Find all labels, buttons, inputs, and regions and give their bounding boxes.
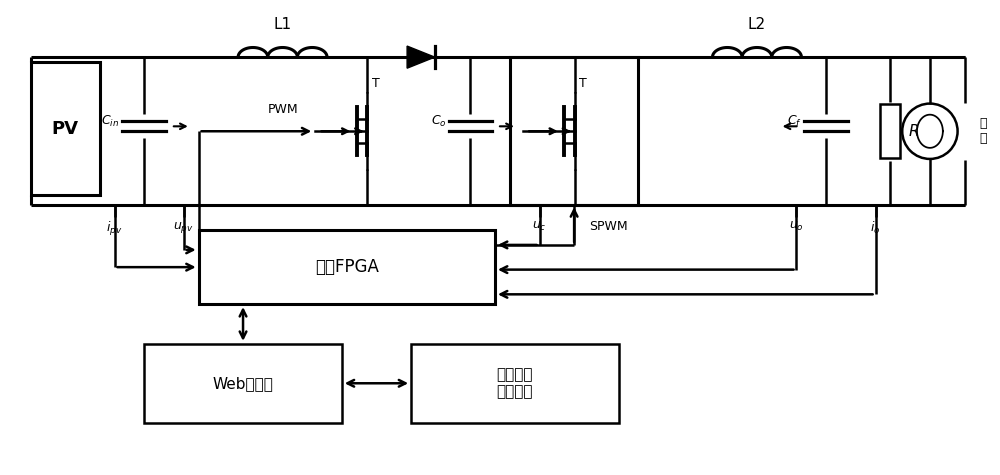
Text: 电
网: 电 网 xyxy=(979,117,987,145)
Bar xyxy=(31,62,100,196)
Text: $u_o$: $u_o$ xyxy=(789,220,804,233)
Bar xyxy=(199,230,495,304)
Text: 计算机或
移动终端: 计算机或 移动终端 xyxy=(497,367,533,399)
Text: PV: PV xyxy=(52,120,79,138)
Text: $i_{pv}$: $i_{pv}$ xyxy=(106,220,123,238)
Bar xyxy=(510,57,638,205)
Text: $C_o$: $C_o$ xyxy=(431,114,447,129)
Text: 双核FPGA: 双核FPGA xyxy=(315,258,379,276)
Text: PWM: PWM xyxy=(267,104,298,116)
Text: Web服务器: Web服务器 xyxy=(213,376,273,391)
Text: $C_{in}$: $C_{in}$ xyxy=(101,114,119,129)
Text: L1: L1 xyxy=(274,18,292,32)
Text: T: T xyxy=(579,77,587,90)
Text: $i_o$: $i_o$ xyxy=(870,220,881,236)
Bar xyxy=(411,344,619,423)
Text: SPWM: SPWM xyxy=(589,220,628,233)
Text: $u_c$: $u_c$ xyxy=(532,220,547,233)
Bar xyxy=(144,344,342,423)
Text: $C_f$: $C_f$ xyxy=(787,114,802,129)
Text: $u_{pv}$: $u_{pv}$ xyxy=(173,220,194,235)
Text: $R$: $R$ xyxy=(908,123,919,139)
Text: T: T xyxy=(372,77,379,90)
Text: L2: L2 xyxy=(748,18,766,32)
Bar xyxy=(880,104,900,159)
Polygon shape xyxy=(407,46,435,68)
